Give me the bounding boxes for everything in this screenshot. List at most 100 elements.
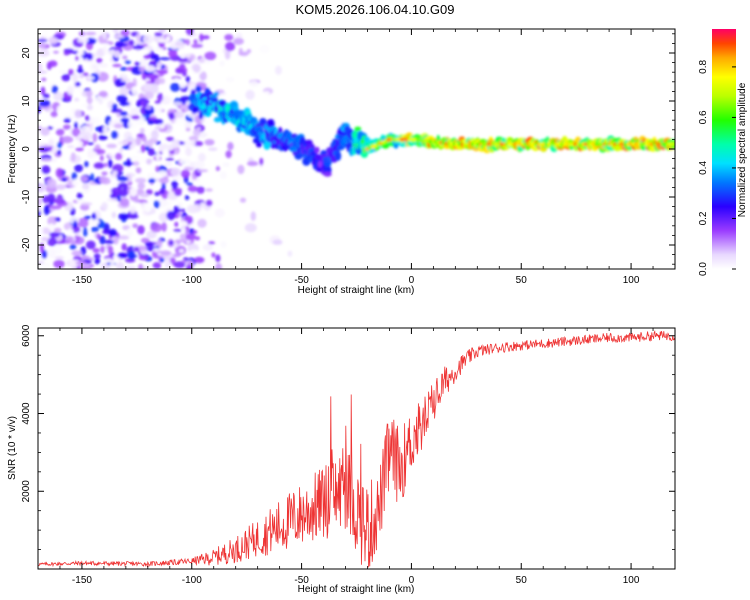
heatmap-cell — [86, 96, 93, 105]
snr-xtick-label: -150 — [72, 575, 92, 586]
heatmap-ridge-core — [671, 142, 675, 146]
heatmap-cell — [175, 68, 185, 74]
heatmap-cell — [173, 232, 181, 241]
heatmap-cell — [119, 111, 128, 117]
heatmap-cell — [238, 51, 249, 56]
heatmap-cell — [246, 161, 259, 167]
heatmap-cell — [122, 55, 128, 60]
heatmap-cell — [178, 248, 185, 253]
heatmap-cell — [53, 198, 66, 204]
heatmap-cell — [68, 259, 81, 267]
heatmap-cell — [118, 212, 130, 220]
heatmap-cell — [96, 233, 101, 240]
heatmap-cell — [110, 187, 123, 194]
heatmap-cell — [63, 124, 71, 130]
heatmap-cell — [116, 176, 129, 182]
heatmap-ridge-cell — [256, 142, 262, 148]
heatmap-cell — [38, 39, 48, 43]
heatmap-cell — [160, 250, 172, 256]
snr-frame — [37, 327, 676, 570]
heatmap-cell — [250, 211, 256, 221]
heatmap-cell — [155, 151, 160, 161]
colorbar-tick-label: 0.8 — [698, 60, 709, 74]
heatmap-cell — [143, 202, 152, 213]
heatmap-cell — [228, 70, 235, 78]
heatmap-cell — [103, 162, 108, 168]
heatmap-cell — [77, 217, 89, 228]
heatmap-cell — [224, 50, 231, 60]
heatmap-cell — [156, 239, 163, 248]
heatmap-cell — [227, 142, 234, 151]
heatmap-cell — [48, 60, 58, 67]
heatmap-cell — [124, 266, 137, 269]
heatmap-cell — [171, 176, 181, 181]
heatmap-cell — [103, 258, 113, 263]
heatmap-cell — [80, 125, 91, 132]
heatmap-cell — [79, 211, 88, 216]
heatmap-cell — [154, 32, 163, 37]
heatmap-cell — [63, 118, 71, 123]
heatmap-cell — [205, 188, 213, 192]
heatmap-cell — [167, 192, 178, 200]
heatmap-cell — [137, 182, 145, 190]
heatmap-cell — [108, 159, 113, 169]
heatmap-cell — [53, 91, 64, 101]
heatmap-cell — [233, 37, 245, 45]
heatmap-cell — [144, 91, 154, 100]
heatmap-cell — [192, 128, 201, 137]
heatmap-cell — [94, 149, 106, 155]
heatmap-cell — [49, 205, 62, 210]
figure-title: KOM5.2026.106.04.10.G09 — [295, 2, 454, 17]
heatmap-cell — [41, 77, 47, 82]
heatmap-cell — [117, 266, 123, 269]
heatmap-cell — [105, 206, 115, 212]
heatmap-xtick-label: -150 — [72, 275, 92, 286]
heatmap-cell — [170, 82, 181, 92]
heatmap-cell — [55, 128, 65, 136]
heatmap-cell — [246, 49, 252, 54]
heatmap-cell — [222, 162, 230, 168]
heatmap-ridge-cell — [323, 171, 332, 177]
heatmap-cell — [182, 103, 190, 113]
heatmap-cell — [98, 90, 108, 98]
heatmap-cell — [74, 164, 83, 173]
heatmap-ridge-cell — [314, 146, 320, 154]
heatmap-xtick-label: 50 — [516, 275, 528, 286]
heatmap-frame — [37, 28, 676, 270]
heatmap-cell — [54, 244, 63, 253]
heatmap-cell — [99, 175, 107, 184]
heatmap-cell — [102, 45, 107, 55]
heatmap-cell — [158, 212, 169, 222]
colorbar-label: Normalized spectral amplitude — [737, 82, 748, 217]
heatmap-cell — [125, 161, 134, 166]
heatmap-cell — [208, 147, 218, 152]
snr-xtick-label: 0 — [409, 575, 415, 586]
heatmap-cell — [85, 37, 97, 45]
heatmap-cell — [196, 169, 209, 173]
heatmap-cell — [54, 256, 65, 260]
heatmap-cell — [80, 202, 93, 206]
heatmap-cell — [121, 145, 131, 150]
colorbar-scale — [712, 29, 736, 269]
heatmap-cell — [71, 127, 81, 137]
heatmap-cell — [180, 220, 188, 228]
heatmap-cell — [136, 100, 142, 108]
heatmap-cell — [81, 103, 89, 108]
heatmap-cell — [148, 178, 156, 184]
heatmap-cell — [85, 240, 96, 250]
heatmap-cell — [101, 202, 108, 210]
heatmap-cell — [215, 254, 221, 263]
heatmap-cell — [193, 256, 205, 264]
heatmap-cell — [248, 80, 260, 88]
heatmap-cell — [202, 244, 214, 251]
heatmap-cell — [48, 36, 58, 45]
heatmap-cell — [180, 53, 192, 58]
heatmap-cell — [38, 183, 47, 193]
heatmap-cell — [186, 182, 193, 186]
heatmap-cell — [245, 89, 255, 100]
heatmap-cell — [82, 227, 88, 237]
heatmap-cell — [215, 263, 222, 269]
heatmap-cell — [102, 125, 109, 135]
heatmap-cell — [144, 65, 156, 72]
heatmap-cell — [129, 155, 142, 161]
